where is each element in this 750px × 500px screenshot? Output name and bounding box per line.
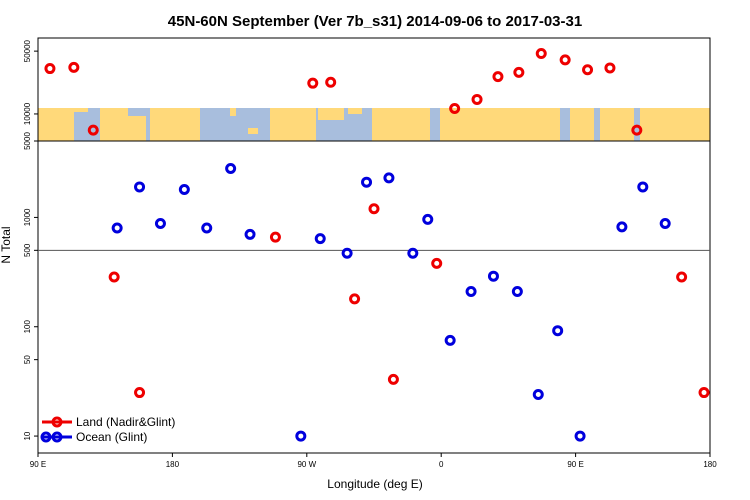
map-land-patch bbox=[348, 108, 362, 114]
map-land-patch bbox=[372, 108, 430, 141]
map-land-patch bbox=[270, 108, 316, 141]
map-land-patch bbox=[100, 108, 128, 141]
chart-title: 45N-60N September (Ver 7b_s31) 2014-09-0… bbox=[168, 13, 582, 30]
map-land-patch bbox=[128, 116, 146, 141]
y-tick-label: 100 bbox=[23, 320, 32, 334]
ocean-point bbox=[407, 247, 419, 259]
map-land-patch bbox=[74, 108, 88, 112]
x-tick-label: 90 E bbox=[30, 460, 46, 469]
land-point bbox=[134, 387, 146, 399]
y-axis-title: N Total bbox=[0, 226, 13, 263]
land-point bbox=[349, 293, 361, 305]
map-land-patch bbox=[640, 108, 710, 141]
map-land-patch bbox=[536, 108, 560, 141]
map-land-patch bbox=[440, 108, 496, 141]
ocean-point bbox=[574, 430, 586, 442]
land-point bbox=[513, 66, 525, 78]
legend-land-label: Land (Nadir&Glint) bbox=[76, 415, 175, 429]
x-tick-label: 90 E bbox=[567, 460, 583, 469]
y-tick-label: 10000 bbox=[23, 102, 32, 125]
map-land-patch bbox=[318, 108, 344, 120]
land-point bbox=[582, 64, 594, 76]
ocean-point bbox=[178, 184, 190, 196]
land-point bbox=[492, 71, 504, 83]
land-point bbox=[698, 387, 710, 399]
land-point bbox=[44, 63, 56, 75]
x-tick-label: 180 bbox=[166, 460, 180, 469]
map-land-patch bbox=[496, 108, 536, 141]
ocean-point bbox=[616, 221, 628, 233]
legend: Land (Nadir&Glint) Ocean (Glint) bbox=[40, 415, 175, 444]
land-point bbox=[535, 48, 547, 60]
y-tick-label: 1000 bbox=[23, 208, 32, 226]
land-point bbox=[387, 373, 399, 385]
land-point bbox=[431, 257, 443, 269]
land-point bbox=[87, 124, 99, 136]
land-point bbox=[471, 93, 483, 105]
x-axis: 90 E 180 90 W 0 90 E 180 bbox=[30, 453, 717, 469]
ocean-point bbox=[225, 163, 237, 175]
land-point bbox=[449, 102, 461, 114]
legend-ocean-label: Ocean (Glint) bbox=[76, 430, 147, 444]
ocean-point bbox=[552, 325, 564, 337]
ocean-point bbox=[134, 181, 146, 193]
x-axis-title: Longitude (deg E) bbox=[327, 477, 422, 491]
y-axis: 10000 50000 10 50 100 500 1000 5000 bbox=[23, 39, 38, 441]
ocean-point bbox=[422, 213, 434, 225]
map-strip bbox=[38, 108, 710, 141]
ocean-point bbox=[532, 388, 544, 400]
ocean-point bbox=[444, 334, 456, 346]
land-point bbox=[604, 62, 616, 74]
data-points bbox=[44, 48, 710, 442]
y-tick-label: 50 bbox=[23, 355, 32, 364]
y-tick-label: 10 bbox=[23, 431, 32, 440]
legend-land-marker bbox=[51, 416, 63, 428]
land-point bbox=[68, 61, 80, 73]
land-point bbox=[559, 54, 571, 66]
map-land-patch bbox=[570, 108, 594, 141]
land-point bbox=[631, 124, 643, 136]
x-tick-label: 180 bbox=[703, 460, 717, 469]
ocean-point bbox=[637, 181, 649, 193]
ocean-point bbox=[487, 270, 499, 282]
land-point bbox=[269, 231, 281, 243]
land-point bbox=[307, 77, 319, 89]
land-point bbox=[676, 271, 688, 283]
map-land bbox=[38, 108, 710, 141]
x-tick-label: 90 W bbox=[297, 460, 316, 469]
land-point bbox=[108, 271, 120, 283]
ocean-point bbox=[361, 176, 373, 188]
map-land-patch bbox=[600, 108, 634, 141]
land-point bbox=[325, 76, 337, 88]
ocean-point bbox=[295, 430, 307, 442]
legend-ocean-marker-right bbox=[51, 431, 63, 443]
ocean-point bbox=[154, 217, 166, 229]
ocean-point bbox=[244, 228, 256, 240]
ocean-point bbox=[511, 286, 523, 298]
y-tick-label: 5000 bbox=[23, 132, 32, 150]
ocean-point bbox=[201, 222, 213, 234]
map-land-patch bbox=[38, 108, 74, 141]
y-tick-label: 500 bbox=[23, 243, 32, 257]
lower-panel-frame bbox=[37, 140, 711, 454]
ocean-point bbox=[465, 286, 477, 298]
land-point bbox=[368, 203, 380, 215]
ocean-point bbox=[111, 222, 123, 234]
ocean-point bbox=[341, 247, 353, 259]
ocean-point bbox=[659, 217, 671, 229]
ocean-point bbox=[314, 233, 326, 245]
map-land-patch bbox=[150, 108, 200, 141]
x-tick-label: 0 bbox=[439, 460, 444, 469]
map-land-patch bbox=[230, 108, 236, 116]
ocean-point bbox=[383, 172, 395, 184]
legend-ocean-marker-left bbox=[40, 431, 52, 443]
map-land-patch bbox=[248, 128, 258, 134]
y-tick-label: 50000 bbox=[23, 39, 32, 62]
